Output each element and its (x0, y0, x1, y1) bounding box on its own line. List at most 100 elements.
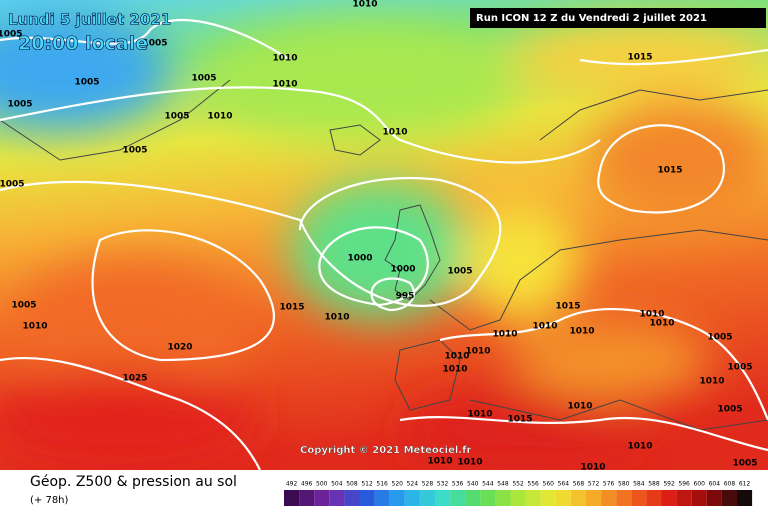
isobar-label: 1025 (122, 374, 147, 384)
scale-swatch (737, 490, 753, 506)
scale-label: 500 (316, 481, 328, 488)
isobar-label: 1010 (649, 319, 674, 329)
scale-swatch (721, 490, 737, 506)
scale-label: 536 (452, 481, 464, 488)
scale-label: 556 (527, 481, 539, 488)
scale-label: 504 (331, 481, 343, 488)
isobar-label: 1010 (457, 458, 482, 468)
isobar-label: 1010 (580, 463, 605, 473)
footer-subtitle: (+ 78h) (30, 495, 69, 506)
scale-swatch (706, 490, 722, 506)
scale-swatch (374, 490, 390, 506)
isobar-label: 1010 (465, 347, 490, 357)
scale-swatch (495, 490, 511, 506)
isobar-label: 1000 (390, 265, 415, 275)
isobar-label: 1010 (427, 457, 452, 467)
scale-swatch (646, 490, 662, 506)
scale-swatch (344, 490, 360, 506)
scale-label: 584 (633, 481, 645, 488)
date: Lundi 5 juillet 2021 (8, 11, 171, 29)
scale-label: 576 (603, 481, 615, 488)
isobar-label: 1015 (657, 166, 682, 176)
isobar-label: 1010 (532, 322, 557, 332)
scale-label: 512 (361, 481, 373, 488)
scale-label: 544 (482, 481, 494, 488)
scale-swatch (480, 490, 496, 506)
isobars (0, 18, 768, 471)
scale-swatch (404, 490, 420, 506)
scale-label: 508 (346, 481, 358, 488)
isobar-label: 1010 (444, 352, 469, 362)
isobar-label: 1010 (639, 310, 664, 320)
isobar-label: 1005 (7, 100, 32, 110)
isobar-label: 1010 (442, 365, 467, 375)
scale-swatch (389, 490, 405, 506)
scale-swatch (419, 490, 435, 506)
scale-label: 572 (588, 481, 600, 488)
isobar-label: 1005 (447, 267, 472, 277)
scale-label: 604 (709, 481, 721, 488)
scale-swatch (555, 490, 571, 506)
scale-swatch (359, 490, 375, 506)
scale-label: 548 (497, 481, 509, 488)
isobar-label: 1015 (555, 302, 580, 312)
scale-swatch (631, 490, 647, 506)
scale-swatch (465, 490, 481, 506)
scale-swatch (435, 490, 451, 506)
isobar-label: 1005 (717, 405, 742, 415)
isobar-label: 1005 (74, 78, 99, 88)
isobar-label: 1010 (22, 322, 47, 332)
isobar-label: 1010 (272, 54, 297, 64)
scale-label: 496 (301, 481, 313, 488)
isobar-label: 1005 (0, 30, 23, 40)
scale-swatch (299, 490, 315, 506)
isobar-label: 1010 (467, 410, 492, 420)
run: Run ICON 12 Z du Vendredi 2 juillet 2021 (476, 13, 707, 24)
isobar-label: 1020 (167, 343, 192, 353)
scale-swatch (329, 490, 345, 506)
scale-swatch (450, 490, 466, 506)
scale-label: 492 (286, 481, 298, 488)
isobar-label: 1010 (382, 128, 407, 138)
scale-label: 524 (407, 481, 419, 488)
isobar-label: 1010 (627, 442, 652, 452)
isobar-label: 1005 (11, 301, 36, 311)
scale-label: 552 (512, 481, 524, 488)
scale-swatch (314, 490, 330, 506)
isobar-label: 1005 (0, 180, 25, 190)
isobar-label: 1010 (272, 80, 297, 90)
scale-swatch (661, 490, 677, 506)
scale-label: 528 (422, 481, 434, 488)
isobar-label: 1005 (164, 112, 189, 122)
color-scale: 492 496 500 504 508 512 516 520 524 528 532 536 540 5… (284, 481, 753, 506)
scale-label: 560 (543, 481, 555, 488)
scale-label: 568 (573, 481, 585, 488)
run-banner (470, 8, 766, 28)
scale-label: 520 (392, 481, 404, 488)
scale-swatch (570, 490, 586, 506)
scale-label: 580 (618, 481, 630, 488)
isobar-label: 1005 (142, 39, 167, 49)
scale-label: 516 (376, 481, 388, 488)
time: 20:00 locale (18, 33, 148, 55)
isobar-label: 1005 (707, 333, 732, 343)
scale-swatch (510, 490, 526, 506)
scale-label: 596 (678, 481, 690, 488)
copyright: Copyright © 2021 Meteociel.fr (300, 445, 471, 456)
scale-label: 532 (437, 481, 449, 488)
isobar-label: 1010 (569, 327, 594, 337)
isobar-label: 1000 (347, 254, 372, 264)
isobar-label: 1010 (207, 112, 232, 122)
scale-swatch (616, 490, 632, 506)
scale-swatch (586, 490, 602, 506)
scale-label: 540 (467, 481, 479, 488)
isobar-label: 1010 (699, 377, 724, 387)
isobar-label: 1010 (567, 402, 592, 412)
scale-label: 564 (558, 481, 570, 488)
scale-label: 612 (739, 481, 751, 488)
isobar-label: 1010 (352, 0, 377, 10)
isobar-label: 1015 (507, 415, 532, 425)
isobar-label: 1005 (191, 74, 216, 84)
scale-label: 588 (648, 481, 660, 488)
scale-label: 608 (724, 481, 736, 488)
